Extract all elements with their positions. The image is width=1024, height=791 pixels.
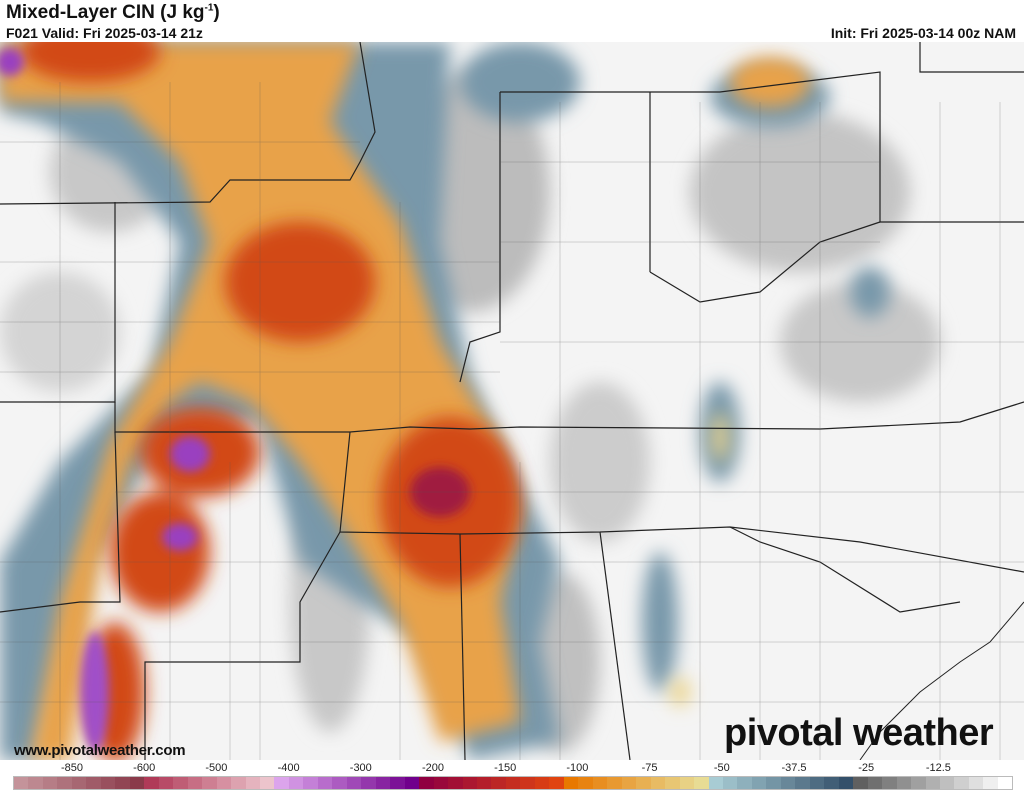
coastline [859, 601, 1024, 760]
colorbar-label: -25 [858, 762, 875, 774]
colorbar-swatch [592, 777, 608, 789]
county-lines [0, 82, 1024, 760]
colorbar-swatch [997, 777, 1013, 789]
colorbar-swatch [780, 777, 796, 789]
colorbar-swatch [448, 777, 463, 789]
colorbar-swatch [751, 777, 767, 789]
colorbar-swatch [708, 777, 723, 789]
colorbar-label: -400 [277, 762, 300, 774]
colorbar-swatch [231, 777, 246, 789]
colorbar-swatch [679, 777, 695, 789]
colorbar-swatch [14, 777, 29, 789]
colorbar-swatch [317, 777, 333, 789]
colorbar [13, 776, 1013, 790]
colorbar-label: -37.5 [781, 762, 807, 774]
colorbar-label: -50 [713, 762, 730, 774]
colorbar-swatch [520, 777, 535, 789]
colorbar-swatch [954, 777, 969, 789]
colorbar-swatch [216, 777, 232, 789]
colorbar-swatch [187, 777, 203, 789]
colorbar-swatch [462, 777, 477, 789]
pivotal-weather-logo: pivotal weather [724, 712, 994, 754]
colorbar-swatch [940, 777, 955, 789]
cin-map [0, 42, 1024, 760]
colorbar-swatch [390, 777, 405, 789]
colorbar-swatch [911, 777, 926, 789]
colorbar-swatch [144, 777, 159, 789]
colorbar-label: -850 [60, 762, 84, 774]
colorbar-swatch [766, 777, 781, 789]
colorbar-swatch [867, 777, 883, 789]
colorbar-swatch [404, 777, 420, 789]
colorbar-swatch [245, 777, 260, 789]
colorbar-label: -75 [641, 762, 658, 774]
colorbar-swatch [375, 777, 391, 789]
colorbar-swatch [129, 777, 145, 789]
title-text: Mixed-Layer CIN (J kg [6, 2, 205, 23]
colorbar-swatch [100, 777, 116, 789]
colorbar-swatch [115, 777, 130, 789]
valid-time: F021 Valid: Fri 2025-03-14 21z [6, 25, 203, 41]
colorbar-labels: -850 -600 -500 -400 -300 -200 -150 -100 -75 -50 -3… [36, 762, 1011, 776]
colorbar-swatch [722, 777, 738, 789]
colorbar-swatch [71, 777, 87, 789]
colorbar-label: -300 [349, 762, 372, 774]
colorbar-swatch [28, 777, 43, 789]
colorbar-swatch [173, 777, 188, 789]
colorbar-label: -100 [566, 762, 589, 774]
colorbar-swatch [650, 777, 666, 789]
colorbar-swatch [795, 777, 810, 789]
colorbar-swatch [607, 777, 622, 789]
colorbar-swatch [505, 777, 521, 789]
colorbar-label: -150 [494, 762, 517, 774]
colorbar-swatch [259, 777, 275, 789]
colorbar-swatch [42, 777, 58, 789]
colorbar-swatch [563, 777, 579, 789]
colorbar-label: -12.5 [925, 762, 951, 774]
colorbar-swatch [477, 777, 492, 789]
website-url[interactable]: www.pivotalweather.com [14, 742, 186, 759]
colorbar-swatch [57, 777, 72, 789]
colorbar-swatch [853, 777, 868, 789]
colorbar-swatch [549, 777, 564, 789]
title-close: ) [213, 2, 220, 23]
colorbar-swatch [274, 777, 289, 789]
colorbar-swatch [534, 777, 550, 789]
colorbar-swatch [158, 777, 174, 789]
colorbar-swatch [361, 777, 376, 789]
colorbar-swatch [665, 777, 680, 789]
init-time: Init: Fri 2025-03-14 00z NAM [830, 25, 1016, 41]
colorbar-label: -200 [421, 762, 445, 774]
colorbar-swatch [346, 777, 362, 789]
colorbar-swatch [202, 777, 217, 789]
colorbar-swatch [636, 777, 651, 789]
colorbar-swatch [882, 777, 897, 789]
colorbar-swatch [288, 777, 304, 789]
map-title: Mixed-Layer CIN (J kg-1) [6, 2, 220, 24]
colorbar-swatch [694, 777, 709, 789]
colorbar-label: -500 [205, 762, 228, 774]
colorbar-swatch [824, 777, 839, 789]
colorbar-swatch [737, 777, 752, 789]
colorbar-swatch [809, 777, 825, 789]
colorbar-swatch [621, 777, 637, 789]
colorbar-swatch [578, 777, 593, 789]
colorbar-swatch [303, 777, 318, 789]
title-unit-superscript: -1 [204, 2, 214, 14]
colorbar-swatch [968, 777, 984, 789]
colorbar-swatch [433, 777, 449, 789]
colorbar-swatch [491, 777, 506, 789]
colorbar-swatch [925, 777, 940, 789]
colorbar-swatch [86, 777, 101, 789]
colorbar-label: -600 [133, 762, 156, 774]
colorbar-swatch [419, 777, 434, 789]
colorbar-swatch [983, 777, 998, 789]
colorbar-swatch [838, 777, 854, 789]
colorbar-swatch [332, 777, 347, 789]
colorbar-swatch [896, 777, 912, 789]
